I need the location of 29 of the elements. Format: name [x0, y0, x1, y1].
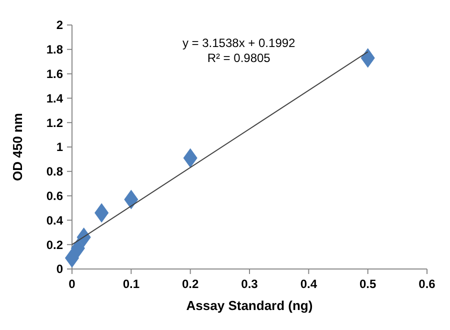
y-tick-label: 0 — [56, 262, 64, 276]
annotation: R² = 0.9805 — [207, 51, 271, 65]
point — [124, 190, 138, 210]
point — [76, 228, 91, 248]
annotation: y = 3.1538x + 0.1992 — [182, 36, 296, 50]
y-tick-label: 2 — [56, 18, 64, 32]
point — [360, 48, 375, 68]
x-tick-label: 0.6 — [418, 277, 436, 291]
x-axis-title: Assay Standard (ng) — [186, 298, 313, 313]
point — [64, 248, 80, 268]
x-tick-label: 0.4 — [300, 277, 318, 291]
y-tick-label: 1.8 — [46, 42, 64, 57]
y-tick-label: 1.4 — [46, 91, 64, 106]
x-tick-label: 0.3 — [241, 277, 258, 291]
y-tick-label: 0.4 — [46, 213, 64, 228]
point — [94, 203, 109, 223]
x-tick-label: 0.5 — [359, 277, 376, 291]
x-tick-label: 0 — [68, 277, 76, 291]
y-tick-label: 1 — [56, 140, 64, 154]
y-tick-label: 0.2 — [46, 238, 64, 252]
y-tick-label: 1.2 — [46, 116, 64, 130]
y-tick-label: 1.6 — [46, 67, 64, 81]
y-tick-label: 0.8 — [46, 164, 64, 179]
y-tick-label: 0.6 — [46, 189, 64, 203]
point — [183, 148, 198, 168]
point — [70, 238, 85, 258]
x-tick-label: 0.1 — [122, 277, 140, 291]
x-tick-label: 0.2 — [182, 277, 199, 291]
y-axis-title: OD 450 nm — [10, 113, 25, 181]
